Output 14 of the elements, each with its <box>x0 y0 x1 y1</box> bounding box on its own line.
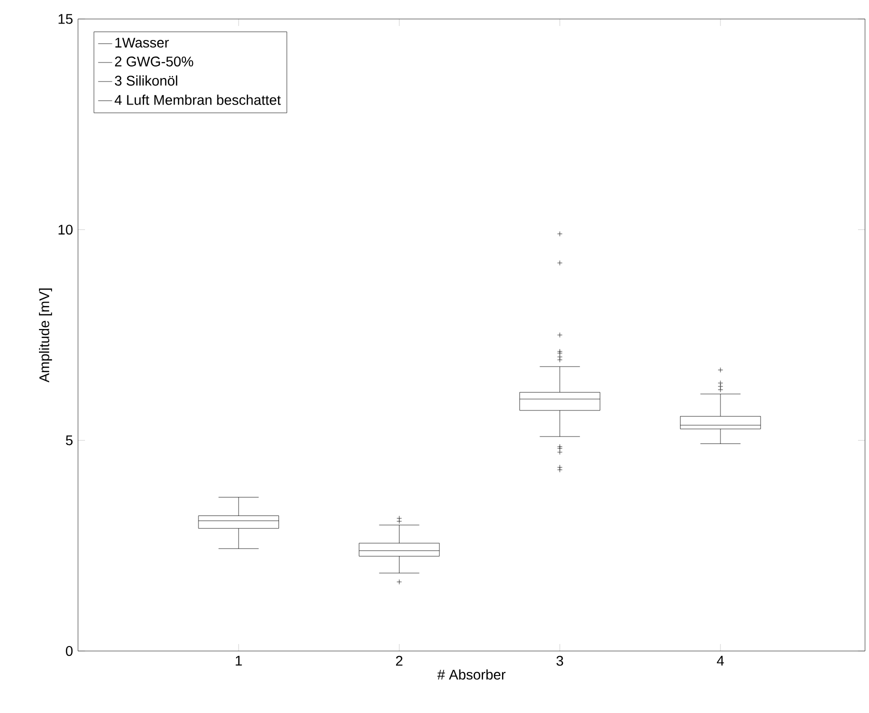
x-tick-label: 2 <box>396 656 402 666</box>
x-tick-label: 1 <box>236 656 242 666</box>
x-axis-title: # Absorber <box>437 669 506 680</box>
y-tick-label: 5 <box>66 435 73 446</box>
x-tick-label: 3 <box>556 656 564 666</box>
legend-label: 3 Silikonöl <box>114 75 178 86</box>
y-tick-label: 0 <box>66 646 73 656</box>
x-tick-label: 4 <box>716 656 724 666</box>
legend-label: 1Wasser <box>115 38 169 48</box>
y-axis-title: Amplitude [mV] <box>38 288 52 382</box>
legend-label: 2 GWG-50% <box>115 56 194 66</box>
y-tick-label: 15 <box>58 14 73 24</box>
y-tick-label: 10 <box>58 224 73 235</box>
legend-label: 4 Luft Membran beschattet <box>114 94 281 105</box>
